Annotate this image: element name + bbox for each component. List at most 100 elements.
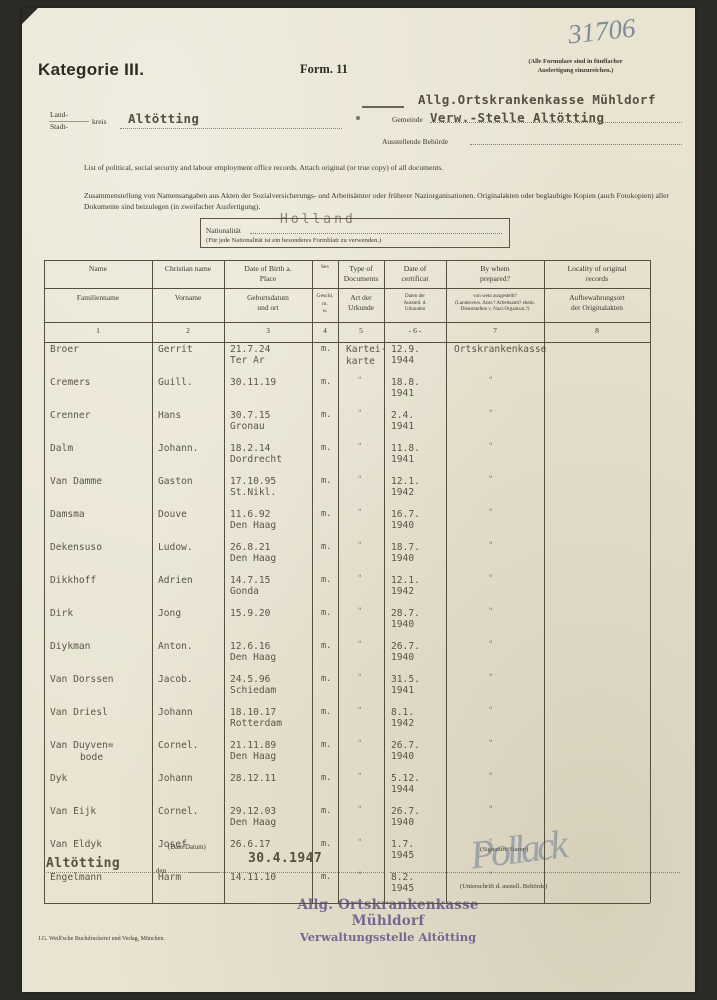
cell-certificate-year: 1942 (391, 586, 415, 597)
cell-christian-name: Douve (158, 509, 187, 520)
cell-birth-date: 24.5.96 (230, 674, 271, 685)
cell-family-name: Van Duyven= (50, 740, 114, 751)
cell-sex: m. (321, 674, 332, 684)
stadt-label: Stadt- (50, 122, 68, 131)
cell-certificate-date: 26.7. (391, 641, 420, 652)
table-row: Dirk Jong 15.9.20 m. 28.7. 1940 " " (44, 606, 650, 639)
cell-birth-date: 30.11.19 (230, 377, 277, 388)
printer-credit: J.G. Weiß'sche Buchdruckerei und Verlag,… (38, 936, 165, 942)
cell-christian-name: Cornel. (158, 806, 199, 817)
column-header-en-name: Name (88, 264, 108, 273)
footer-den-label: , den (152, 866, 167, 875)
table-row: Damsma Douve 11.6.92 Den Haag m. 16.7. 1940 " " (44, 507, 650, 540)
column-header-en-date-of-birth-a-place: Date of Birth a. Place (244, 264, 292, 283)
kreis-field: Land- Stadt- kreis Altötting (49, 108, 350, 142)
table-top-rule (44, 260, 650, 261)
ditto-mark: " (488, 640, 494, 650)
cell-family-name: Broer (50, 344, 79, 355)
ditto-mark: " (488, 442, 494, 452)
cell-certificate-year: 1941 (391, 685, 415, 696)
gemeinde-dot (356, 116, 360, 120)
cell-birth-date: 11.6.92 (230, 509, 271, 520)
ditto-mark: " (488, 673, 494, 683)
cell-certificate-date: 28.7. (391, 608, 420, 619)
column-number-7: 7 (493, 326, 497, 335)
cell-family-name: Dyk (50, 773, 68, 784)
cell-sex: m. (321, 344, 332, 354)
table-row: Dikkhoff Adrien 14.7.15 Gonda m. 12.1. 1942 " " (44, 573, 650, 606)
column-header-de-geburtsdatum-und-ort: Geburtsdatum und ort (247, 293, 289, 312)
land-label: Land- (50, 110, 68, 119)
table-header-bottom-rule (44, 342, 650, 343)
cell-certificate-year: 1940 (391, 553, 415, 564)
ditto-mark: " (488, 838, 494, 848)
cell-certificate-date: 18.8. (391, 377, 420, 388)
ditto-mark: " (488, 706, 494, 716)
cell-sex: m. (321, 839, 332, 849)
table-row: Van Driesl Johann 18.10.17 Rotterdam m. 8.1. 1… (44, 705, 650, 738)
cell-birth-date: 29.12.03 (230, 806, 277, 817)
cell-family-name: Dekensuso (50, 542, 102, 553)
table-row: Engelmann Harm 14.11.10 m. 8.2. 1945 " " (44, 870, 650, 903)
ditto-mark: " (357, 607, 363, 617)
ditto-mark: " (488, 739, 494, 749)
column-header-de-geschl-m-w: Geschl. m. w. (316, 293, 334, 315)
gemeinde-dash (362, 106, 404, 108)
cell-christian-name: Jong (158, 608, 182, 619)
records-table: Name Christian name Date of Birth a. Place… (44, 260, 651, 904)
table-row: Cremers Guill. 30.11.19 m. 18.8. 1941 " " (44, 375, 650, 408)
stamp-line-1: Allg. Ortskrankenkasse Mühldorf (297, 897, 479, 929)
cell-christian-name: Johann (158, 773, 193, 784)
kreis-label: kreis (92, 117, 107, 126)
nationality-label: Nationalität (206, 226, 241, 235)
ditto-mark: " (488, 772, 494, 782)
cell-sex: m. (321, 740, 332, 750)
table-row: Crenner Hans 30.7.15 Gronau m. 2.4. 1941 " " (44, 408, 650, 441)
ditto-mark: " (357, 508, 363, 518)
cell-sex: m. (321, 773, 332, 783)
cell-certificate-date: 8.1. (391, 707, 415, 718)
ditto-mark: " (357, 805, 363, 815)
cell-christian-name: Johann. (158, 443, 199, 454)
cell-birth-place: Gronau (230, 421, 265, 432)
cell-certificate-year: 1942 (391, 487, 415, 498)
cell-birth-date: 21.11.89 (230, 740, 277, 751)
cell-family-name: Van Eldyk (50, 839, 102, 850)
cell-certificate-year: 1940 (391, 619, 415, 630)
cell-certificate-year: 1941 (391, 421, 415, 432)
cell-certificate-date: 16.7. (391, 509, 420, 520)
cell-sex: m. (321, 476, 332, 486)
cell-family-name: Dikkhoff (50, 575, 97, 586)
column-header-en-by-whem-prepared: By whem prepared? (480, 264, 510, 283)
cell-certificate-date: 11.8. (391, 443, 420, 454)
column-number-5: 5 (359, 326, 363, 335)
cell-certificate-year: 1940 (391, 817, 415, 828)
table-row: Van Eldyk Josef 26.6.17 m. 1.7. 1945 " " (44, 837, 650, 870)
column-number-6: - 6 - (408, 326, 422, 335)
ditto-mark: " (488, 409, 494, 419)
cell-certificate-date: 12.1. (391, 575, 420, 586)
cell-christian-name: Cornel. (158, 740, 199, 751)
cell-sex: m. (321, 377, 332, 387)
behoerde-rule (470, 144, 682, 145)
footer-date-value: 30.4.1947 (248, 851, 323, 866)
cell-christian-name: Guill. (158, 377, 193, 388)
cell-certificate-year: 1941 (391, 388, 415, 399)
cell-christian-name: Josef (158, 839, 187, 850)
cell-certificate-date: 5.12. (391, 773, 420, 784)
table-column-divider (152, 260, 153, 903)
issuing-authority-line1: Allg.Ortskrankenkasse Mühldorf (418, 92, 656, 107)
footer-unterschrift-label: (Unterschrift d. austell. Behörde) (460, 883, 548, 890)
column-header-de-aufbewahrungsort-der-origina: Aufbewahrungsort der Originalakten (569, 293, 625, 312)
cell-certificate-year: 1940 (391, 520, 415, 531)
cell-birth-place: Den Haag (230, 751, 277, 762)
cell-certificate-year: 1941 (391, 454, 415, 465)
cell-family-name: Van Damme (50, 476, 102, 487)
table-column-divider (384, 260, 385, 903)
corner-fold (22, 8, 38, 24)
cell-family-name: Dalm (50, 443, 74, 454)
cell-prepared-by: Ortskrankenkasse (454, 344, 547, 355)
kreis-rule (120, 128, 342, 129)
cell-family-name-cont: bode (80, 752, 104, 763)
